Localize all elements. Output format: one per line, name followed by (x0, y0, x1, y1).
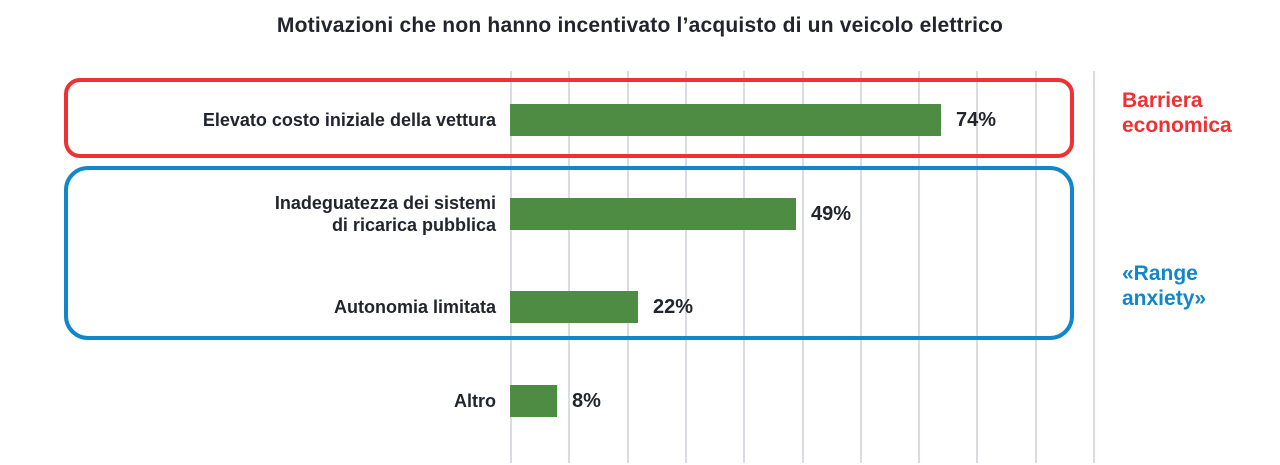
gridline (1093, 71, 1095, 463)
gridline (510, 71, 512, 463)
bar-ricarica (510, 198, 796, 230)
bar-elevato-costo (510, 104, 941, 136)
gridline (976, 71, 979, 463)
gridline (801, 71, 804, 463)
bar-label-ricarica: Inadeguatezza dei sistemi di ricarica pu… (274, 193, 496, 235)
value-label-ricarica: 49% (811, 202, 852, 225)
group-label-range-anxiety: «Range anxiety» (1122, 262, 1207, 310)
value-label-altro: 8% (572, 389, 601, 412)
bar-label-autonomia: Autonomia limitata (333, 297, 496, 317)
gridline (626, 71, 629, 463)
bar-altro (510, 385, 557, 417)
gridline (918, 71, 921, 463)
gridline (743, 71, 746, 463)
bar-label-altro: Altro (454, 391, 496, 411)
group-label-barriera-economica: Barriera economica (1122, 89, 1232, 137)
gridline (684, 71, 687, 463)
value-label-elevato-costo: 74% (956, 108, 997, 131)
bar-autonomia (510, 291, 638, 323)
bar-label-elevato-costo: Elevato costo iniziale della vettura (202, 110, 496, 130)
gridline (859, 71, 862, 463)
group-box-barriera-economica (64, 78, 1074, 158)
gridline (1034, 71, 1037, 463)
gridline (568, 71, 571, 463)
group-box-range-anxiety (64, 166, 1074, 340)
value-label-autonomia: 22% (653, 295, 694, 318)
chart-title: Motivazioni che non hanno incentivato l’… (276, 14, 1004, 37)
